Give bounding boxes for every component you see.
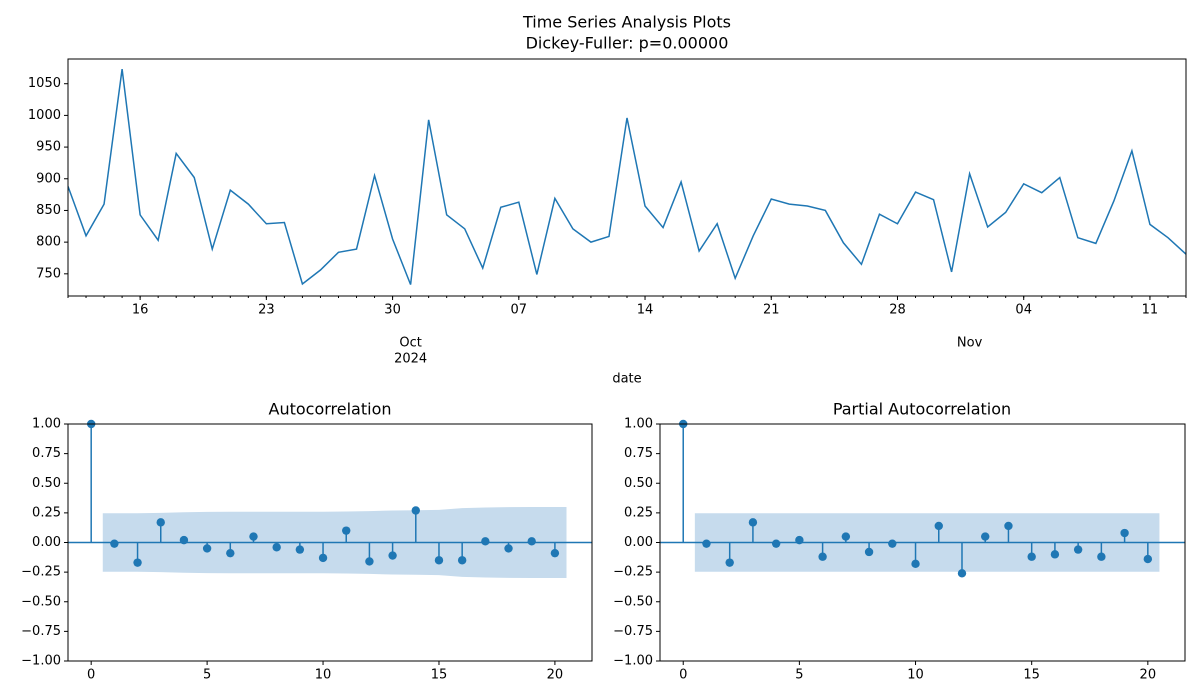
stem-marker	[550, 548, 560, 558]
x-tick-label: 20	[1140, 668, 1157, 683]
y-tick-label: 0.75	[624, 446, 653, 461]
stem-marker	[1050, 550, 1060, 559]
stem-marker	[481, 537, 490, 546]
y-tick-label: −0.50	[613, 594, 653, 609]
y-tick-label: 0.25	[624, 505, 653, 520]
stem-marker	[771, 539, 781, 548]
stem-marker	[457, 556, 467, 565]
axes-frame	[67, 58, 1187, 297]
x-tick-label: 10	[907, 668, 924, 683]
stem-marker	[911, 559, 920, 569]
stem-marker	[934, 521, 943, 531]
stem-marker	[272, 543, 281, 552]
x-month-label: Nov	[957, 336, 983, 351]
stem-marker	[981, 532, 990, 541]
stem-marker	[179, 535, 189, 545]
stem-marker	[748, 518, 758, 527]
y-tick-label: 750	[36, 266, 61, 281]
acf-title: Autocorrelation	[269, 400, 392, 419]
axes-frame	[659, 423, 1186, 662]
y-tick-label: 1.00	[32, 417, 61, 432]
x-month-label: Oct	[399, 336, 421, 351]
y-tick-label: −0.50	[21, 594, 61, 609]
stem-marker	[249, 532, 258, 541]
x-tick-label: 10	[315, 668, 332, 683]
y-tick-label: −0.25	[613, 565, 653, 580]
x-tick-label: 07	[511, 303, 528, 318]
x-tick-label: 15	[431, 668, 448, 683]
stem-marker	[1120, 528, 1129, 538]
y-tick-label: 900	[36, 171, 61, 186]
stem-marker	[110, 539, 119, 548]
stem-marker	[957, 569, 967, 578]
stem-marker	[434, 556, 444, 565]
y-tick-label: −0.25	[21, 565, 61, 580]
stem-marker	[133, 558, 142, 567]
y-tick-label: −1.00	[613, 654, 653, 669]
stem-marker	[202, 544, 212, 553]
stem-marker	[318, 553, 328, 563]
x-axis-label: date	[612, 372, 641, 387]
stem-marker	[1143, 554, 1153, 564]
stem-marker	[841, 532, 851, 541]
stem-marker	[1004, 521, 1013, 531]
axes-frame	[67, 423, 593, 662]
y-tick-label: 0.50	[32, 476, 61, 491]
x-tick-label: 5	[795, 668, 803, 683]
y-tick-label: 0.00	[32, 535, 61, 550]
x-tick-label: 0	[679, 668, 687, 683]
y-tick-label: 800	[36, 235, 61, 250]
stem-marker	[226, 548, 235, 558]
y-tick-label: 0.25	[32, 505, 61, 520]
stem-marker	[156, 518, 165, 527]
stem-marker	[527, 537, 536, 546]
pacf-title: Partial Autocorrelation	[833, 400, 1011, 419]
x-tick-label: 30	[384, 303, 401, 318]
y-tick-label: 1.00	[624, 417, 653, 432]
x-tick-label: 11	[1142, 303, 1159, 318]
stem-marker	[365, 557, 374, 566]
stem-marker	[504, 544, 513, 553]
stem-marker	[795, 535, 804, 545]
y-tick-label: 0.50	[624, 476, 653, 491]
y-tick-label: 0.75	[32, 446, 61, 461]
y-tick-label: 950	[36, 140, 61, 155]
x-tick-label: 5	[203, 668, 211, 683]
y-tick-label: −0.75	[21, 624, 61, 639]
stem-marker	[888, 539, 897, 548]
x-tick-label: 04	[1015, 303, 1032, 318]
x-tick-label: 14	[637, 303, 654, 318]
x-tick-label: 16	[132, 303, 149, 318]
stem-marker	[702, 539, 711, 548]
y-tick-label: 1000	[28, 108, 61, 123]
x-tick-label: 28	[889, 303, 906, 318]
y-tick-label: −1.00	[21, 654, 61, 669]
x-tick-label: 20	[547, 668, 564, 683]
stem-marker	[864, 547, 874, 557]
stem-marker	[818, 552, 827, 561]
chart-subtitle: Dickey-Fuller: p=0.00000	[526, 34, 729, 53]
x-tick-label: 23	[258, 303, 275, 318]
y-tick-label: 1050	[28, 76, 61, 91]
stem-marker	[725, 558, 734, 567]
y-tick-label: 0.00	[624, 535, 653, 550]
stem-marker	[1027, 552, 1036, 561]
stem-marker	[1073, 545, 1083, 554]
stem-marker	[411, 506, 420, 515]
stem-marker	[388, 551, 397, 560]
stem-marker	[295, 545, 305, 554]
stem-marker	[1097, 552, 1106, 561]
series-line	[68, 69, 1186, 286]
y-tick-label: −0.75	[613, 624, 653, 639]
x-tick-label: 15	[1023, 668, 1040, 683]
stem-marker	[342, 526, 351, 535]
chart-title: Time Series Analysis Plots	[522, 13, 731, 32]
x-tick-label: 21	[763, 303, 780, 318]
x-tick-label: 0	[87, 668, 95, 683]
y-tick-label: 850	[36, 203, 61, 218]
x-year-label: 2024	[394, 352, 427, 367]
